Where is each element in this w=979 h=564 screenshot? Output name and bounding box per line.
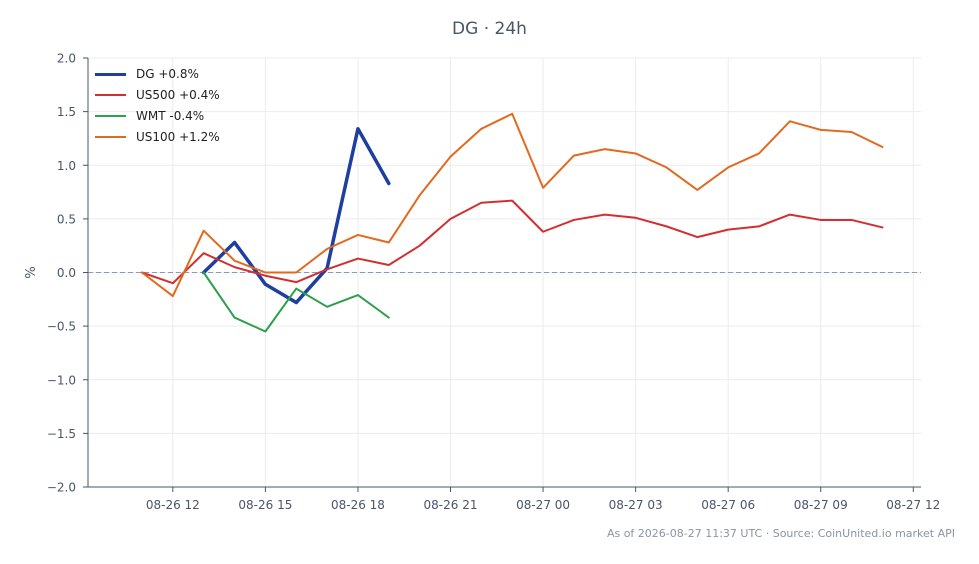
y-tick-label: 1.0: [57, 159, 76, 173]
legend-label: US500 +0.4%: [136, 88, 220, 103]
x-tick-label: 08-26 15: [238, 498, 292, 512]
legend-item-us500: US500 +0.4%: [95, 85, 220, 106]
x-tick-label: 08-27 06: [701, 498, 755, 512]
series-line-us500: [140, 199, 884, 285]
y-tick-label: 0.5: [57, 212, 76, 226]
y-axis-label: %: [24, 266, 39, 278]
y-tick-label: −1.5: [47, 427, 76, 441]
legend-swatch: [95, 72, 126, 76]
y-tick-label: −2.0: [47, 481, 76, 495]
series-line-dg: [201, 127, 391, 305]
y-axis-ticks: −2.0 −1.5 −1.0 −0.5 0.0 0.5 1.0 1.5 2.0: [47, 52, 88, 495]
legend-item-us100: US100 +1.2%: [95, 126, 220, 147]
legend-swatch: [95, 94, 126, 97]
x-tick-label: 08-26 21: [424, 498, 478, 512]
legend: DG +0.8% US500 +0.4% WMT -0.4% US100 +1.2%: [95, 64, 220, 147]
chart-title: DG · 24h: [452, 19, 527, 39]
legend-label: US100 +1.2%: [136, 129, 220, 144]
y-tick-label: 2.0: [57, 52, 76, 66]
legend-item-dg: DG +0.8%: [95, 64, 220, 85]
x-tick-label: 08-27 12: [886, 498, 940, 512]
y-tick-label: 1.5: [57, 105, 76, 119]
legend-swatch: [95, 114, 126, 117]
source-footer: As of 2026-08-27 11:37 UTC · Source: Coi…: [606, 527, 955, 540]
x-tick-label: 08-26 12: [146, 498, 200, 512]
series-line-wmt: [202, 271, 390, 333]
y-tick-label: −0.5: [47, 320, 76, 334]
x-tick-label: 08-27 09: [794, 498, 848, 512]
legend-swatch: [95, 135, 126, 138]
legend-label: DG +0.8%: [136, 67, 199, 82]
legend-label: WMT -0.4%: [136, 108, 205, 123]
x-tick-label: 08-27 00: [516, 498, 570, 512]
y-tick-label: 0.0: [57, 266, 76, 280]
x-tick-label: 08-27 03: [609, 498, 663, 512]
series-lines: [140, 112, 884, 333]
x-tick-label: 08-26 18: [331, 498, 385, 512]
legend-item-wmt: WMT -0.4%: [95, 106, 220, 127]
y-tick-label: −1.0: [47, 373, 76, 387]
series-line-us100: [140, 112, 884, 298]
x-axis-ticks: 08-26 12 08-26 15 08-26 18 08-26 21 08-27 00…: [146, 487, 940, 512]
